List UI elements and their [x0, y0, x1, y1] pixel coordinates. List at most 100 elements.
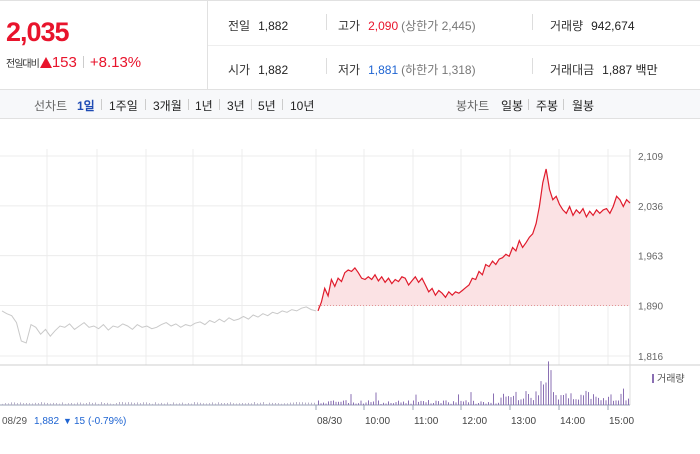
volume-bar: [221, 403, 222, 405]
volume-bar: [340, 401, 342, 405]
volume-bar: [398, 400, 399, 405]
divider: [563, 99, 564, 110]
y-tick-label: 1,816: [638, 352, 663, 363]
volume-bar: [80, 402, 81, 405]
volume-bar: [583, 395, 584, 405]
y-tick-label: 1,890: [638, 301, 663, 312]
tab-weekly-candle[interactable]: 주봉: [536, 99, 559, 113]
volume-bar: [68, 403, 69, 405]
change-label: 전일대비: [6, 59, 40, 70]
volume-bar: [308, 402, 309, 405]
volume-bar: [483, 402, 484, 405]
volume-bar: [595, 396, 597, 405]
volume-bar: [383, 402, 384, 405]
volume-bar: [272, 402, 273, 405]
prev-close-cell: 전일 1,882: [228, 17, 288, 34]
prev-day-change: 15: [74, 416, 86, 427]
volume-bar: [164, 403, 165, 405]
divider: [251, 99, 252, 110]
volume-bar: [618, 400, 619, 405]
volume-bar: [325, 403, 327, 405]
tab-3y[interactable]: 3년: [227, 99, 245, 113]
prev-day-rate: (-0.79%): [88, 416, 126, 427]
divider: [145, 99, 146, 110]
volume-bar: [468, 402, 469, 405]
volume-bar: [620, 393, 622, 405]
change-rate: +8.13%: [89, 54, 142, 71]
y-tick-label: 1,963: [638, 252, 663, 263]
volume-bar: [545, 382, 547, 405]
volume-bar: [423, 401, 424, 405]
tab-1w[interactable]: 1주일: [109, 99, 138, 113]
volume-bar: [233, 403, 234, 405]
volume-bar: [323, 402, 324, 405]
volume-bar: [548, 361, 549, 405]
tab-1d[interactable]: 1일: [77, 99, 95, 113]
volume-bar: [625, 400, 627, 405]
volume-bar: [200, 402, 201, 405]
prev-day-date: 08/29: [2, 416, 27, 427]
prev-day-line: [1, 306, 317, 344]
today-area: [318, 169, 630, 311]
volume-bar: [328, 401, 329, 405]
volume-bar: [320, 403, 322, 405]
volume-bar: [86, 403, 87, 405]
volume-bar: [488, 402, 489, 405]
tab-5y[interactable]: 5년: [258, 99, 276, 113]
down-triangle-icon: ▼: [63, 416, 72, 426]
open-value: 1,882: [258, 63, 289, 77]
price-chart: 2,109 2,036 1,963 1,890 1,816 08/30 10:00 11:0…: [0, 119, 700, 450]
volume-bar: [475, 403, 477, 405]
volume-bar: [345, 400, 347, 405]
volume-bar: [333, 400, 334, 405]
tab-1y[interactable]: 1년: [195, 99, 213, 113]
divider: [188, 99, 189, 110]
volume-bar: [578, 399, 579, 405]
volume-bar: [433, 403, 434, 405]
divider: [208, 45, 700, 46]
low-cell: 저가 1,881 (하한가 1,318): [338, 61, 476, 78]
volume-bar: [107, 402, 108, 405]
volume-bar: [56, 403, 57, 405]
volume-bar: [605, 400, 607, 405]
price-lines: [1, 168, 631, 344]
amount-cell: 거래대금 1,887 백만: [550, 61, 658, 78]
volume-bar: [455, 402, 457, 405]
volume-bar: [603, 398, 604, 405]
volume-bar: [167, 402, 168, 405]
volume-bar: [573, 399, 574, 405]
volume-bar: [47, 402, 48, 405]
volume-bar: [550, 370, 552, 405]
volume-bar: [152, 403, 153, 405]
volume-bar: [358, 403, 359, 405]
volume-bar: [20, 402, 21, 405]
volume-bar: [158, 403, 159, 405]
x-tick-label: 10:00: [365, 416, 390, 427]
line-chart-label: 선차트: [34, 99, 68, 113]
volume-bar: [460, 400, 462, 405]
volume-bar: [525, 391, 527, 405]
volume-bar: [330, 400, 332, 405]
volume-bar: [95, 402, 96, 405]
volume-bar: [248, 402, 249, 405]
volume-bar: [450, 403, 452, 405]
volume-bar: [485, 403, 487, 405]
divider: [282, 99, 283, 110]
volume-bar: [245, 403, 246, 405]
volume-bar: [5, 403, 6, 405]
divider: [326, 14, 327, 30]
volume-bar: [206, 403, 207, 405]
volume-bar: [513, 395, 514, 405]
x-tick-label: 13:00: [511, 416, 536, 427]
tab-10y[interactable]: 10년: [290, 99, 315, 113]
tab-monthly-candle[interactable]: 월봉: [572, 99, 595, 113]
volume-bar: [38, 403, 39, 405]
volume-bar: [435, 400, 437, 405]
amount-value: 1,887 백만: [602, 63, 658, 77]
tab-3m[interactable]: 3개월: [153, 99, 182, 113]
volume-bar: [299, 402, 300, 405]
volume-bar: [473, 400, 474, 405]
volume-bar: [348, 403, 349, 405]
tab-daily-candle[interactable]: 일봉: [501, 99, 524, 113]
volume-bar: [230, 402, 231, 405]
